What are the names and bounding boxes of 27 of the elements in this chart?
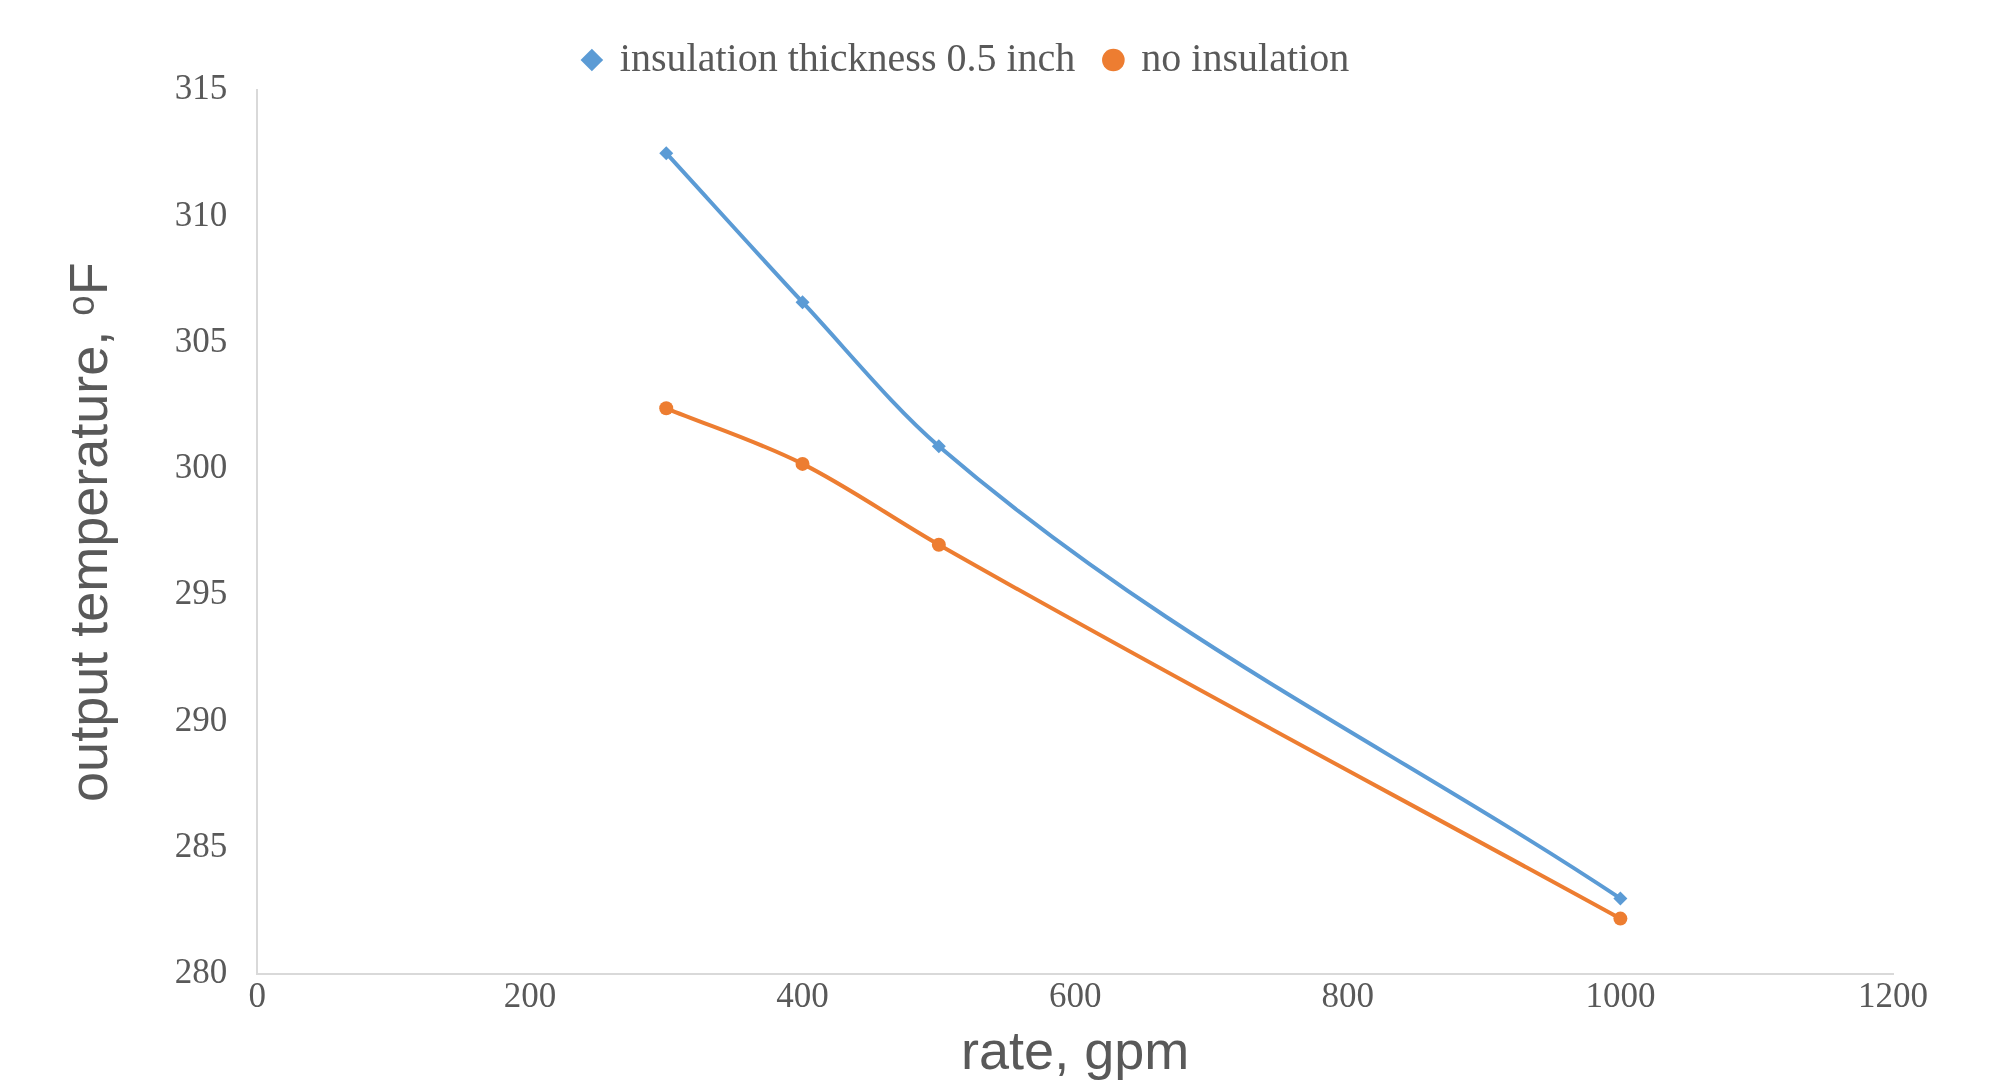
y-tick-label: 285 (174, 826, 228, 866)
y-tick-label: 290 (174, 699, 228, 739)
point (795, 295, 810, 310)
y-tick-label: 310 (174, 194, 228, 234)
y-tick-label: 305 (174, 320, 228, 360)
point (1613, 911, 1628, 926)
y-tick-label: 280 (174, 952, 228, 992)
y-axis-title: output temperature, ᵒF (58, 262, 119, 802)
x-tick-label: 1200 (1858, 976, 1928, 1016)
x-tick-label: 600 (1048, 976, 1102, 1016)
point (659, 146, 674, 161)
x-tick-label: 800 (1321, 976, 1375, 1016)
x-tick-label: 0 (248, 976, 267, 1016)
y-tick-label: 295 (174, 573, 228, 613)
legend-label: no insulation (1141, 34, 1350, 80)
x-tick-label: 400 (776, 976, 829, 1016)
x-tick-label: 200 (503, 976, 557, 1016)
point (795, 456, 810, 471)
point (931, 439, 946, 454)
x-axis-title: rate, gpm (961, 1020, 1190, 1081)
point (1613, 891, 1628, 906)
x-tick-label: 1000 (1585, 976, 1656, 1016)
y-tick-label: 300 (174, 447, 228, 487)
point (931, 537, 946, 552)
y-tick-label: 315 (174, 68, 228, 108)
point (659, 401, 674, 416)
legend-label: insulation thickness 0.5 inch (619, 34, 1076, 80)
